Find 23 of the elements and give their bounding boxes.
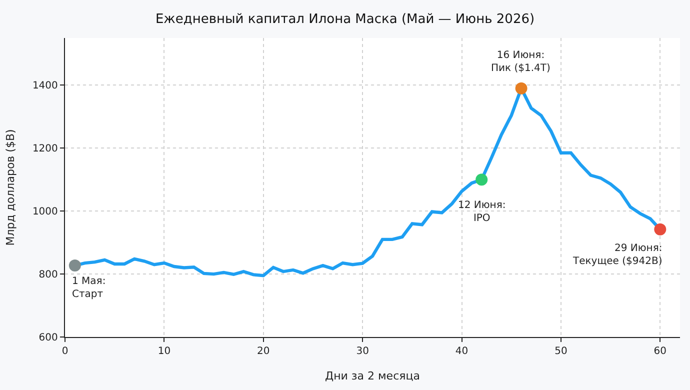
y-tick-label: 600	[38, 332, 58, 344]
y-tick-label: 1200	[32, 144, 58, 155]
x-tick-label: 50	[554, 346, 568, 358]
x-tick-label: 60	[654, 346, 667, 358]
chart-title: Ежедневный капитал Илона Маска (Май — Июнь 2026)	[155, 12, 535, 27]
x-axis-title: Дни за 2 месяца	[325, 369, 420, 382]
annotation: 16 Июня: Пик ($1.4T)	[491, 50, 551, 74]
point	[476, 174, 488, 186]
annotation: 29 Июня: Текущее ($942B)	[572, 243, 662, 267]
point	[654, 223, 666, 236]
annotation: 12 Июня: IPO	[458, 200, 506, 224]
x-tick-label: 30	[356, 346, 369, 358]
y-tick-label: 800	[38, 270, 58, 281]
point	[515, 82, 528, 94]
x-tick-label: 20	[257, 346, 270, 358]
point	[68, 260, 81, 272]
x-tick-label: 10	[158, 346, 171, 358]
x-tick-label: 40	[455, 346, 468, 358]
y-axis-title: Млрд долларов ($B)	[4, 129, 18, 246]
y-tick-label: 1400	[32, 80, 58, 92]
y-tick-label: 1000	[32, 206, 58, 218]
annotation: 1 Мая: Старт	[72, 276, 106, 300]
x-tick-label: 0	[62, 346, 68, 358]
